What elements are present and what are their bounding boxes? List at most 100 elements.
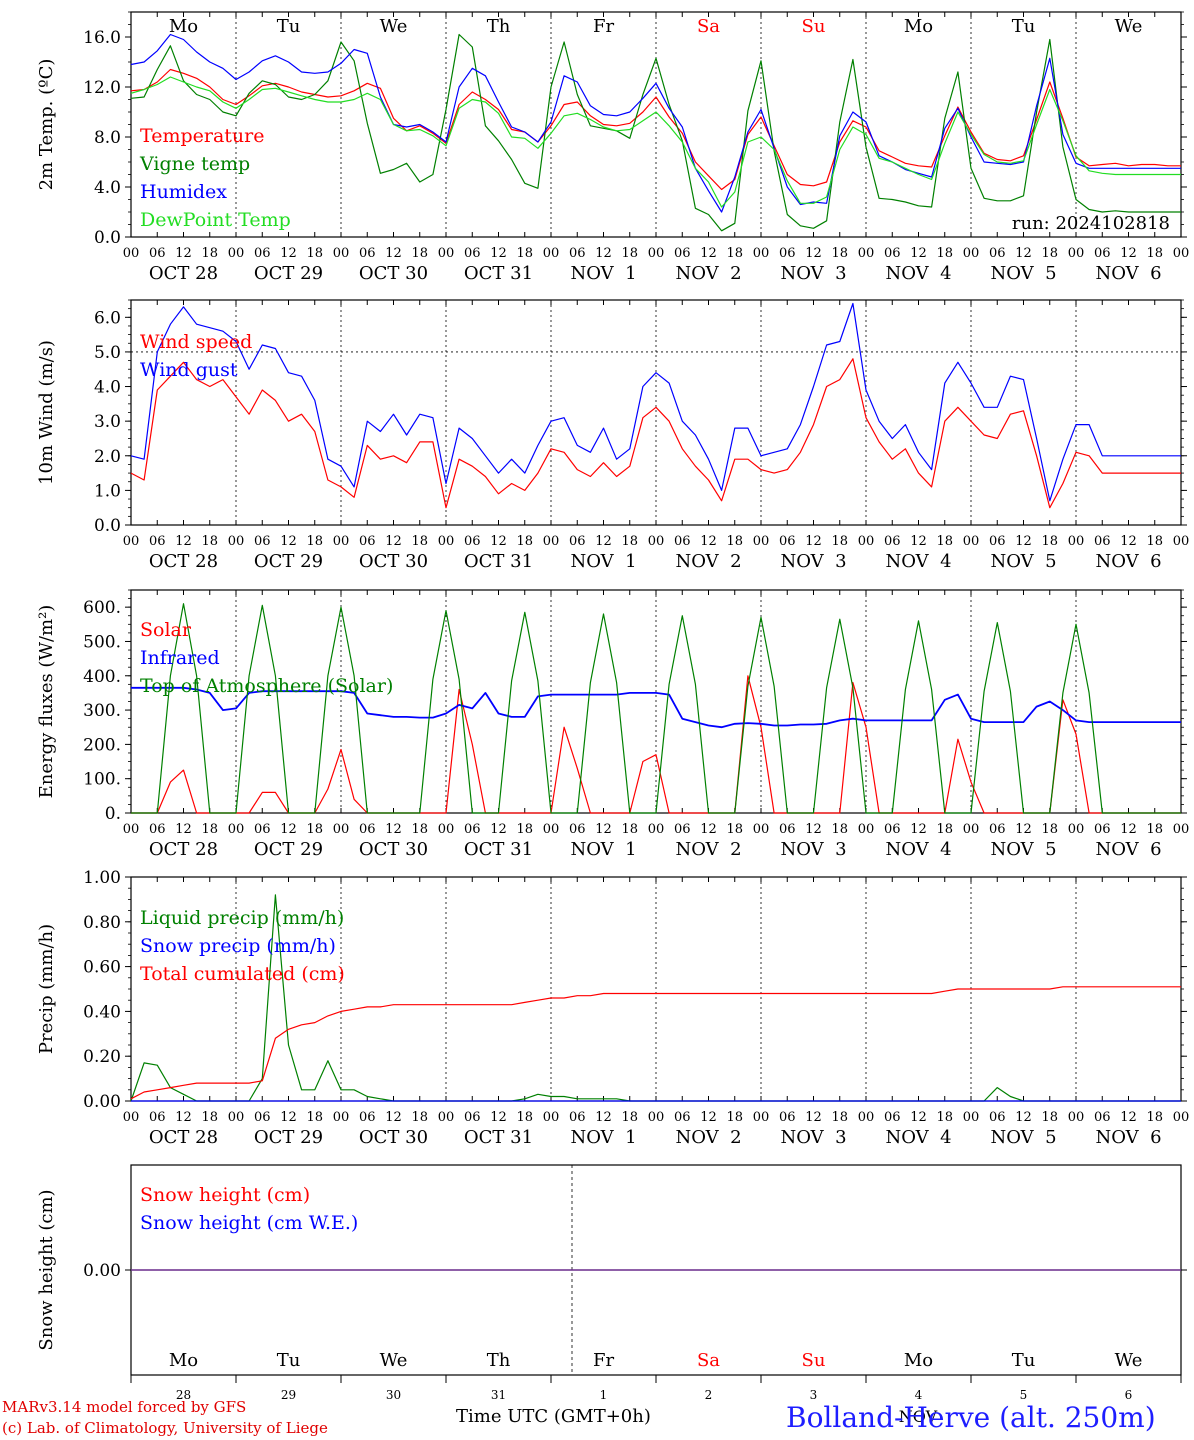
hour-tick-label: 18 (936, 246, 953, 261)
hour-tick-label: 12 (385, 534, 402, 549)
date-label: NOV 6 (1095, 263, 1161, 284)
hour-tick-label: 00 (963, 246, 980, 261)
time-axis-label: Time UTC (GMT+0h) (456, 1406, 651, 1427)
y-tick-label: 4.0 (94, 378, 121, 398)
legend-entry: Solar (140, 619, 192, 641)
hour-tick-label: 00 (963, 822, 980, 837)
hour-tick-label: 18 (621, 1110, 638, 1125)
date-label: OCT 28 (149, 551, 218, 572)
weekday-label: Su (802, 1350, 826, 1371)
hour-tick-label: 00 (1173, 534, 1190, 549)
hour-tick-label: 00 (1173, 246, 1190, 261)
legend-entry: Snow height (cm W.E.) (140, 1212, 358, 1234)
hour-tick-label: 18 (516, 534, 533, 549)
date-label: OCT 30 (359, 551, 428, 572)
weekday-label: Mo (904, 1350, 933, 1371)
y-tick-label: 3.0 (94, 412, 121, 432)
hour-tick-label: 06 (779, 534, 796, 549)
weekday-label: We (1115, 16, 1143, 37)
hour-tick-label: 00 (753, 246, 770, 261)
hour-tick-label: 00 (543, 822, 560, 837)
hour-tick-label: 06 (569, 822, 586, 837)
hour-tick-label: 00 (1173, 822, 1190, 837)
hour-tick-label: 18 (1146, 246, 1163, 261)
series-line-infrared (131, 686, 1181, 729)
hour-tick-label: 00 (858, 534, 875, 549)
date-label: OCT 28 (149, 839, 218, 860)
hour-tick-label: 12 (1120, 1110, 1137, 1125)
date-label: NOV 3 (780, 551, 846, 572)
hour-tick-label: 06 (569, 1110, 586, 1125)
hour-tick-label: 06 (674, 246, 691, 261)
hour-tick-label: 18 (726, 822, 743, 837)
hour-tick-label: 00 (858, 1110, 875, 1125)
hour-tick-label: 12 (700, 1110, 717, 1125)
hour-tick-label: 00 (438, 822, 455, 837)
hour-tick-label: 00 (648, 1110, 665, 1125)
hour-tick-label: 06 (674, 1110, 691, 1125)
weekday-label: Th (487, 1350, 511, 1371)
hour-tick-label: 12 (910, 822, 927, 837)
hour-tick-label: 00 (1068, 246, 1085, 261)
hour-tick-label: 00 (123, 246, 140, 261)
hour-tick-label: 18 (936, 534, 953, 549)
hour-tick-label: 18 (831, 534, 848, 549)
hour-tick-label: 12 (700, 534, 717, 549)
date-label: NOV 5 (990, 263, 1056, 284)
hour-tick-label: 00 (1068, 1110, 1085, 1125)
hour-tick-label: 12 (280, 246, 297, 261)
date-label: NOV 1 (570, 551, 636, 572)
hour-tick-label: 06 (779, 1110, 796, 1125)
weekday-label: Sa (697, 1350, 720, 1371)
hour-tick-label: 18 (726, 534, 743, 549)
hour-tick-label: 12 (595, 822, 612, 837)
legend-entry: Temperature (140, 125, 264, 147)
y-tick-label: 400. (83, 667, 121, 687)
y-tick-label: 0.0 (94, 228, 121, 248)
date-label: NOV 4 (885, 263, 951, 284)
hour-tick-label: 06 (149, 534, 166, 549)
legend-entry: Snow precip (mm/h) (140, 935, 336, 957)
hour-tick-label: 18 (621, 246, 638, 261)
date-label: NOV 6 (1095, 551, 1161, 572)
lab-credit: (c) Lab. of Climatology, University of L… (2, 1419, 328, 1437)
hour-tick-label: 12 (700, 822, 717, 837)
hour-tick-label: 12 (1015, 246, 1032, 261)
legend-entry: Wind speed (140, 331, 252, 353)
hour-tick-label: 00 (1068, 534, 1085, 549)
legend-entry: Liquid precip (mm/h) (140, 907, 344, 929)
series-line-humidex (130, 33, 1181, 213)
hour-tick-label: 18 (936, 822, 953, 837)
y-tick-label: 600. (83, 598, 121, 618)
hour-tick-label: 12 (385, 822, 402, 837)
weekday-label: Tu (1012, 16, 1036, 37)
series-line-dewpoint-temp (130, 76, 1181, 208)
date-label: OCT 31 (464, 1127, 533, 1148)
date-label: NOV 1 (570, 839, 636, 860)
legend-entry: DewPoint Temp (140, 209, 291, 231)
date-label: NOV 3 (780, 1127, 846, 1148)
hour-tick-label: 00 (753, 1110, 770, 1125)
hour-tick-label: 06 (569, 246, 586, 261)
hour-tick-label: 06 (254, 534, 271, 549)
hour-tick-label: 12 (910, 246, 927, 261)
hour-tick-label: 12 (490, 1110, 507, 1125)
y-tick-label: 2.0 (94, 447, 121, 467)
hour-tick-label: 06 (359, 246, 376, 261)
weekday-label: Fr (593, 16, 614, 37)
hour-tick-label: 00 (228, 534, 245, 549)
hour-tick-label: 18 (831, 1110, 848, 1125)
y-tick-label: 8.0 (94, 128, 121, 148)
hour-tick-label: 12 (280, 1110, 297, 1125)
hour-tick-label: 06 (359, 1110, 376, 1125)
date-label: NOV 2 (675, 1127, 741, 1148)
date-label: NOV 2 (675, 551, 741, 572)
hour-tick-label: 18 (306, 534, 323, 549)
date-label: NOV 4 (885, 1127, 951, 1148)
hour-tick-label: 12 (910, 1110, 927, 1125)
legend-entry: Top of Atmosphere (Solar) (140, 675, 393, 697)
hour-tick-label: 18 (201, 246, 218, 261)
hour-tick-label: 06 (674, 822, 691, 837)
hour-tick-label: 06 (989, 246, 1006, 261)
